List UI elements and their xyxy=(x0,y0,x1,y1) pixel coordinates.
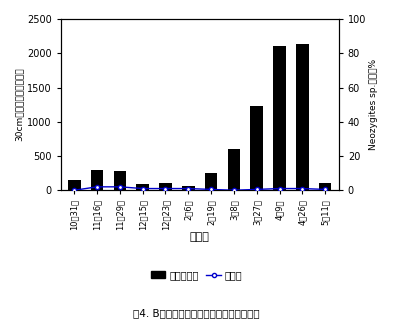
Bar xyxy=(296,44,309,190)
Bar xyxy=(319,183,331,190)
Bar xyxy=(136,184,149,190)
Bar xyxy=(182,186,195,190)
X-axis label: 月　日: 月 日 xyxy=(190,232,209,242)
Bar xyxy=(273,46,286,190)
Bar xyxy=(114,171,126,190)
Bar xyxy=(91,170,103,190)
Y-axis label: Neozygites sp.罅病率%: Neozygites sp.罅病率% xyxy=(369,59,378,150)
Y-axis label: 30cm枚あたりムギダニ数: 30cm枚あたりムギダニ数 xyxy=(15,68,24,142)
Bar xyxy=(228,149,240,190)
Bar xyxy=(205,173,217,190)
Text: 围4. B圃場のムギダニの発生消長と罅病率: 围4. B圃場のムギダニの発生消長と罅病率 xyxy=(133,308,260,318)
Bar xyxy=(250,106,263,190)
Legend: ムギダニ数, 罅病率: ムギダニ数, 罅病率 xyxy=(147,266,246,284)
Bar xyxy=(68,180,81,190)
Bar xyxy=(159,183,172,190)
